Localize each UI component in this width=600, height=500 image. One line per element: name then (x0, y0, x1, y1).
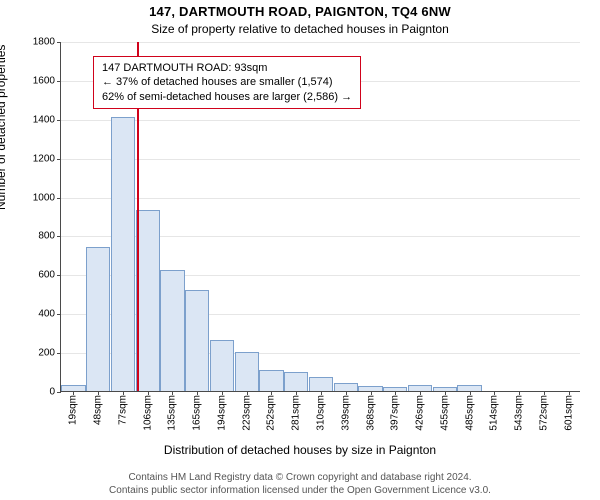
histogram-bar (111, 117, 135, 391)
chart-plot-area: 02004006008001000120014001600180019sqm48… (60, 42, 580, 392)
y-tick-mark (57, 236, 61, 237)
x-tick-label: 223sqm (241, 395, 252, 431)
page-title: 147, DARTMOUTH ROAD, PAIGNTON, TQ4 6NW (0, 4, 600, 19)
y-tick-label: 0 (49, 387, 55, 398)
x-tick-label: 252sqm (266, 395, 277, 431)
page-subtitle: Size of property relative to detached ho… (0, 22, 600, 36)
y-tick-label: 1600 (33, 75, 55, 86)
x-tick-label: 514sqm (489, 395, 500, 431)
annotation-line-3: 62% of semi-detached houses are larger (… (102, 90, 352, 104)
y-tick-label: 800 (38, 231, 55, 242)
histogram-bar (185, 290, 209, 391)
x-tick-label: 310sqm (316, 395, 327, 431)
x-axis-label: Distribution of detached houses by size … (0, 443, 600, 457)
x-tick-label: 543sqm (514, 395, 525, 431)
footer-line-1: Contains HM Land Registry data © Crown c… (0, 472, 600, 485)
y-tick-mark (57, 159, 61, 160)
x-tick-label: 194sqm (216, 395, 227, 431)
x-tick-label: 165sqm (192, 395, 203, 431)
x-tick-label: 281sqm (291, 395, 302, 431)
footer: Contains HM Land Registry data © Crown c… (0, 472, 600, 497)
annotation-line-2: ← 37% of detached houses are smaller (1,… (102, 75, 352, 89)
histogram-bar (160, 270, 184, 391)
histogram-bar (86, 247, 110, 391)
histogram-bar (259, 370, 283, 391)
x-tick-label: 601sqm (563, 395, 574, 431)
histogram-bar (136, 210, 160, 391)
x-tick-label: 426sqm (415, 395, 426, 431)
annotation-box: 147 DARTMOUTH ROAD: 93sqm ← 37% of detac… (93, 56, 361, 109)
y-tick-label: 1400 (33, 114, 55, 125)
y-tick-mark (57, 198, 61, 199)
x-tick-label: 135sqm (167, 395, 178, 431)
y-tick-mark (57, 353, 61, 354)
y-tick-mark (57, 81, 61, 82)
x-tick-label: 397sqm (390, 395, 401, 431)
chart-page: 147, DARTMOUTH ROAD, PAIGNTON, TQ4 6NW S… (0, 0, 600, 500)
y-axis-label: Number of detached properties (0, 45, 8, 210)
footer-line-2: Contains public sector information licen… (0, 485, 600, 498)
y-tick-mark (57, 120, 61, 121)
y-tick-label: 1000 (33, 192, 55, 203)
histogram-bar (284, 372, 308, 391)
y-tick-mark (57, 314, 61, 315)
histogram-bar (334, 383, 358, 391)
x-tick-label: 19sqm (68, 395, 79, 425)
histogram-bar (210, 340, 234, 391)
gridline-h (61, 159, 580, 160)
x-tick-label: 455sqm (439, 395, 450, 431)
y-tick-label: 600 (38, 270, 55, 281)
x-tick-label: 48sqm (93, 395, 104, 425)
gridline-h (61, 120, 580, 121)
x-tick-label: 368sqm (365, 395, 376, 431)
y-tick-label: 1200 (33, 153, 55, 164)
x-tick-label: 339sqm (340, 395, 351, 431)
y-tick-mark (57, 42, 61, 43)
histogram-bar (235, 352, 259, 391)
annotation-line-1: 147 DARTMOUTH ROAD: 93sqm (102, 61, 352, 75)
y-tick-mark (57, 275, 61, 276)
x-tick-label: 572sqm (538, 395, 549, 431)
histogram-bar (309, 377, 333, 391)
gridline-h (61, 42, 580, 43)
gridline-h (61, 198, 580, 199)
x-tick-label: 77sqm (117, 395, 128, 425)
y-tick-label: 200 (38, 348, 55, 359)
y-tick-mark (57, 392, 61, 393)
x-tick-label: 485sqm (464, 395, 475, 431)
y-tick-label: 400 (38, 309, 55, 320)
x-tick-label: 106sqm (142, 395, 153, 431)
y-tick-label: 1800 (33, 37, 55, 48)
